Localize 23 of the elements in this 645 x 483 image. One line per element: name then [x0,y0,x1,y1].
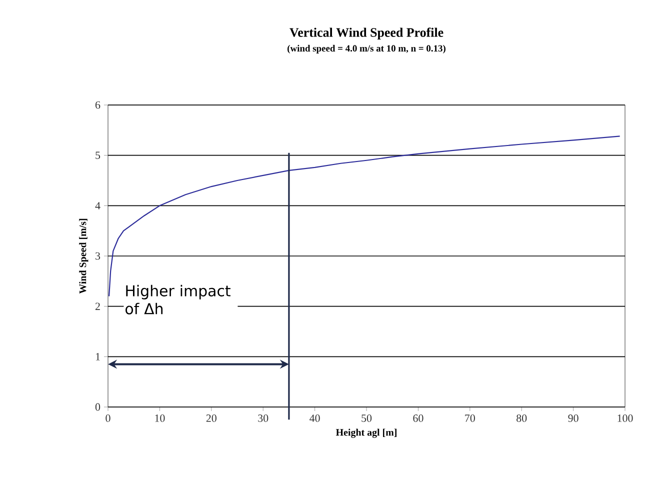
chart-title: Vertical Wind Speed Profile [290,28,444,40]
x-tick-label: 0 [106,414,110,422]
x-tick-label: 60 [413,414,424,422]
x-tick-label: 40 [310,414,320,422]
y-tick-label: 3 [96,252,100,260]
y-axis-title: Wind Speed [m/s] [79,218,88,294]
y-tick-label: 0 [95,403,100,411]
x-tick-label: 50 [362,414,372,422]
x-axis-title: Height agl [m] [336,428,396,438]
y-tick-label: 4 [95,202,100,210]
x-tick-label: 10 [155,414,165,422]
x-tick-label: 70 [465,414,475,422]
x-tick-label: 30 [258,414,268,422]
x-tick-label: 20 [206,414,216,422]
x-tick-label: 100 [618,414,633,422]
annotation: Higher impact of Δh [126,284,230,314]
x-tick-label: 90 [568,414,578,422]
y-tick-label: 1 [96,353,100,360]
chart-subtitle: (wind speed = 4.0 m/s at 10 m, n = 0.13) [288,44,446,54]
y-tick-label: 6 [95,101,100,109]
y-tick-label: 2 [96,302,100,310]
y-tick-label: 5 [96,152,100,159]
x-tick-label: 80 [516,414,527,422]
